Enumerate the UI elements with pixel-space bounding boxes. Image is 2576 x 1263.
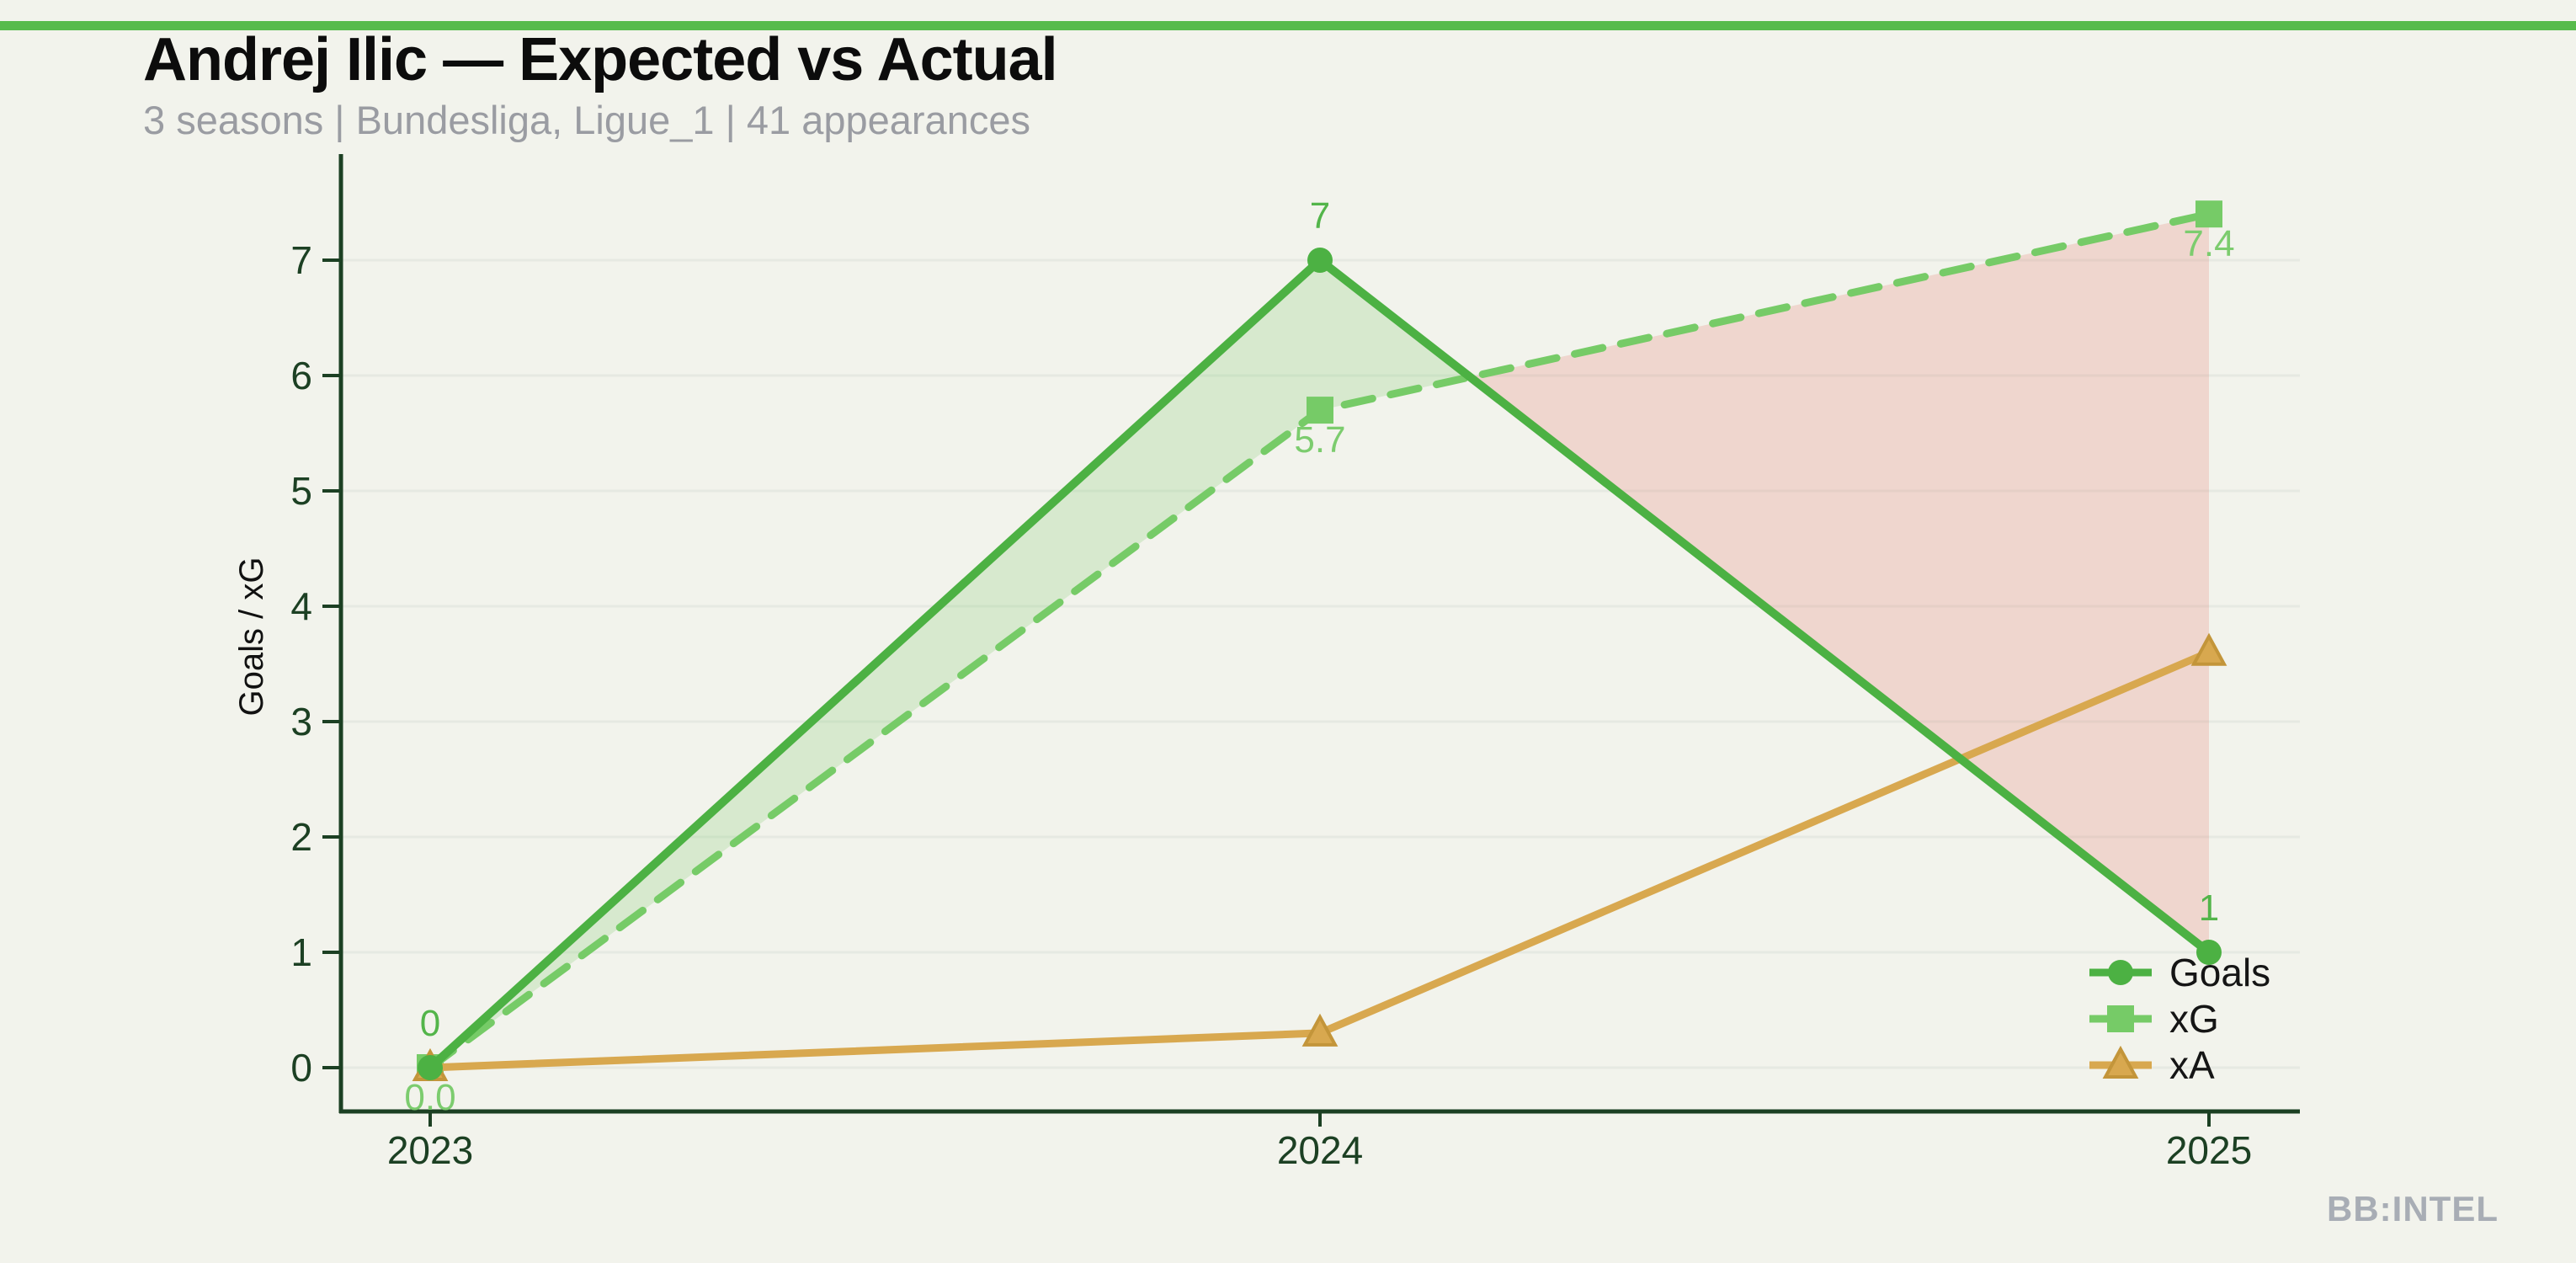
watermark: BB:INTEL (2327, 1189, 2499, 1228)
x-tick-label-2023: 2023 (387, 1128, 473, 1172)
fill-overperformance (1320, 260, 1471, 411)
goals-value-label-2024: 7 (1310, 195, 1330, 237)
x-tick-label-2024: 2024 (1277, 1128, 1363, 1172)
fill-underperformance (1470, 214, 2209, 952)
xg-value-label-2023: 0.0 (404, 1077, 455, 1118)
goals-value-label-2025: 1 (2199, 887, 2219, 929)
xg-value-label-2025: 7.4 (2183, 223, 2234, 264)
goals-marker-2023 (418, 1055, 443, 1080)
y-tick-label-6: 6 (290, 354, 312, 397)
chart-subtitle: 3 seasons | Bundesliga, Ligue_1 | 41 app… (143, 97, 1030, 142)
chart-title: Andrej Ilic — Expected vs Actual (143, 26, 1058, 93)
xa-marker-2024 (1301, 1013, 1339, 1047)
legend-marker-goals (2108, 960, 2133, 985)
top-accent-bar (0, 21, 2576, 30)
xg-value-label-2024: 5.7 (1294, 419, 1345, 461)
y-tick-label-7: 7 (290, 238, 312, 282)
y-tick-label-1: 1 (290, 930, 312, 974)
y-axis-title: Goals / xG (233, 557, 270, 717)
xg-marker-2025 (2195, 200, 2222, 228)
chart-header: Andrej Ilic — Expected vs Actual 3 seaso… (143, 26, 1058, 143)
legend-label-xg: xG (2169, 997, 2219, 1041)
y-tick-label-2: 2 (290, 815, 312, 859)
goals-marker-2024 (1307, 248, 1333, 273)
goals-value-label-2023: 0 (420, 1003, 440, 1044)
y-tick-label-5: 5 (290, 469, 312, 513)
xa-marker-2025 (2190, 632, 2227, 666)
legend-marker-xa (2102, 1045, 2139, 1079)
legend-label-goals: Goals (2169, 951, 2270, 994)
xg-marker-2024 (1307, 397, 1333, 424)
y-tick-label-4: 4 (290, 584, 312, 628)
legend-marker-xg (2107, 1005, 2134, 1032)
y-tick-label-0: 0 (290, 1046, 312, 1090)
y-tick-label-3: 3 (290, 700, 312, 743)
legend-label-xa: xA (2169, 1043, 2215, 1087)
x-tick-label-2025: 2025 (2166, 1128, 2252, 1172)
goals-marker-2025 (2196, 940, 2222, 965)
